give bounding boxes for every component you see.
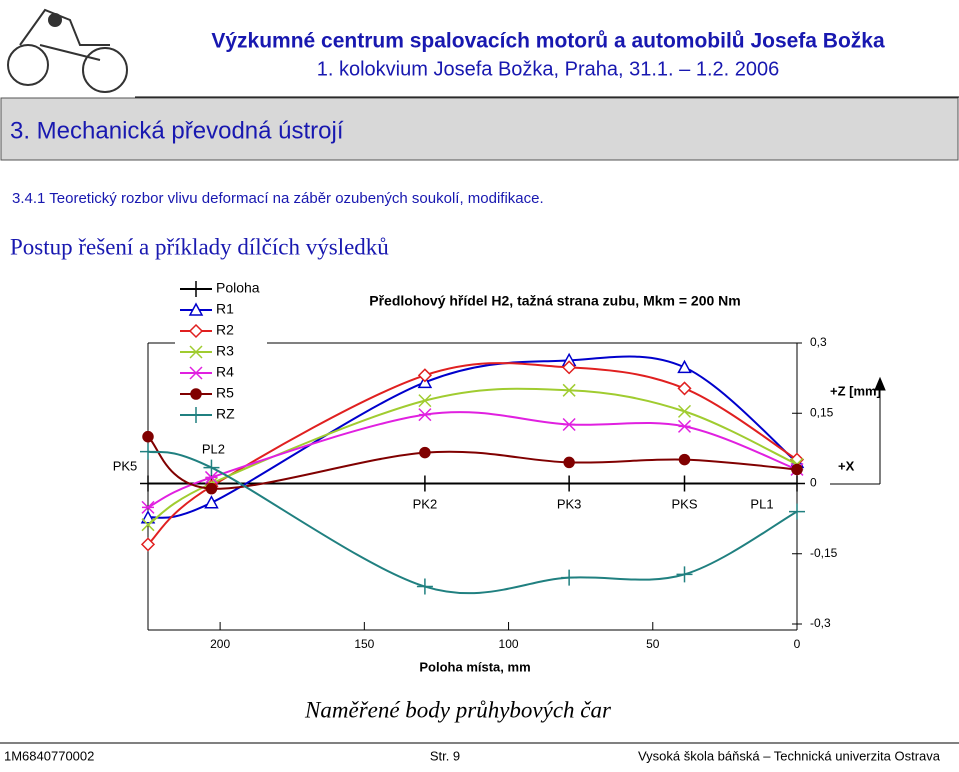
point-label: PL2 bbox=[202, 441, 225, 456]
marker bbox=[677, 381, 692, 396]
legend-label: R4 bbox=[216, 364, 234, 380]
axis-arrows bbox=[830, 376, 886, 485]
marker bbox=[189, 366, 203, 380]
marker bbox=[141, 500, 155, 514]
y-tick-label: 0 bbox=[810, 476, 817, 490]
marker bbox=[140, 475, 156, 492]
chart-title: Předlohový hřídel H2, tažná strana zubu,… bbox=[369, 293, 741, 309]
marker bbox=[188, 281, 204, 297]
marker bbox=[189, 345, 203, 359]
x-annotation: +X bbox=[838, 458, 855, 473]
marker bbox=[676, 475, 693, 492]
legend-label: R1 bbox=[216, 301, 234, 317]
marker bbox=[562, 360, 577, 375]
x-tick-label: 200 bbox=[210, 637, 230, 651]
marker bbox=[141, 518, 155, 532]
legend-label: R5 bbox=[216, 385, 234, 401]
y-tick-label: 0,3 bbox=[810, 335, 827, 349]
marker bbox=[561, 475, 578, 492]
marker bbox=[419, 446, 431, 459]
marker bbox=[142, 430, 154, 443]
y-tick-label: -0,15 bbox=[810, 546, 838, 560]
logo bbox=[7, 8, 128, 93]
marker bbox=[791, 463, 803, 476]
x-tick-label: 150 bbox=[354, 637, 374, 651]
marker bbox=[416, 475, 433, 492]
x-axis-label: Poloha místa, mm bbox=[419, 659, 530, 674]
point-label: PK5 bbox=[113, 458, 138, 473]
point-label: PK2 bbox=[413, 496, 438, 511]
marker bbox=[204, 470, 218, 484]
marker bbox=[677, 404, 692, 418]
marker bbox=[417, 368, 432, 383]
legend: Poloha R1 R2 R3 R4 R5 RZ bbox=[175, 279, 267, 425]
marker bbox=[190, 388, 202, 400]
y-tick-label: -0,3 bbox=[810, 616, 831, 630]
series-line bbox=[147, 435, 798, 490]
point-label: PK3 bbox=[557, 496, 582, 511]
x-tick-label: 100 bbox=[499, 637, 519, 651]
subsection: 3.4.1 Teoretický rozbor vlivu deformací … bbox=[12, 190, 544, 207]
marker bbox=[562, 417, 576, 432]
marker bbox=[205, 482, 218, 495]
marker bbox=[561, 569, 578, 586]
footer-left: 1M6840770002 bbox=[4, 748, 94, 763]
caption: Naměřené body průhybových čar bbox=[304, 697, 612, 722]
marker bbox=[188, 407, 204, 423]
footer-center: Str. 9 bbox=[430, 748, 460, 763]
footer-right: Vysoká škola báňská – Technická univerzi… bbox=[638, 748, 941, 763]
marker bbox=[418, 408, 432, 422]
z-annotation: +Z [mm] bbox=[830, 383, 881, 398]
marker bbox=[140, 537, 156, 552]
marker bbox=[677, 419, 692, 433]
header-title: Výzkumné centrum spalovacích motorů a au… bbox=[211, 30, 885, 53]
marker bbox=[562, 383, 576, 397]
marker bbox=[563, 456, 575, 469]
legend-label: R2 bbox=[216, 322, 234, 338]
series-line bbox=[147, 450, 798, 595]
heading: Postup řešení a příklady dílčích výsledk… bbox=[10, 234, 389, 259]
marker bbox=[789, 503, 805, 520]
y-tick-label: 0,15 bbox=[810, 405, 834, 419]
x-tick-label: 0 bbox=[794, 637, 801, 651]
marker bbox=[676, 566, 693, 583]
header-subtitle: 1. kolokvium Josefa Božka, Praha, 31.1. … bbox=[317, 58, 780, 80]
marker bbox=[418, 394, 432, 408]
marker bbox=[188, 323, 204, 339]
marker bbox=[204, 495, 219, 509]
marker bbox=[203, 459, 220, 476]
point-label: PKS bbox=[671, 496, 697, 511]
marker bbox=[188, 302, 204, 316]
legend-label: RZ bbox=[216, 406, 235, 422]
legend-label: Poloha bbox=[216, 280, 260, 296]
section-bar bbox=[0, 97, 959, 161]
x-tick-label: 50 bbox=[646, 637, 660, 651]
marker bbox=[678, 453, 691, 466]
marker bbox=[789, 475, 805, 492]
legend-label: R3 bbox=[216, 343, 234, 359]
section-title: 3. Mechanická převodná ústrojí bbox=[10, 117, 344, 144]
marker bbox=[140, 510, 156, 524]
marker bbox=[140, 443, 156, 460]
marker bbox=[416, 578, 433, 595]
marker bbox=[677, 359, 692, 374]
point-label: PL1 bbox=[750, 496, 773, 511]
